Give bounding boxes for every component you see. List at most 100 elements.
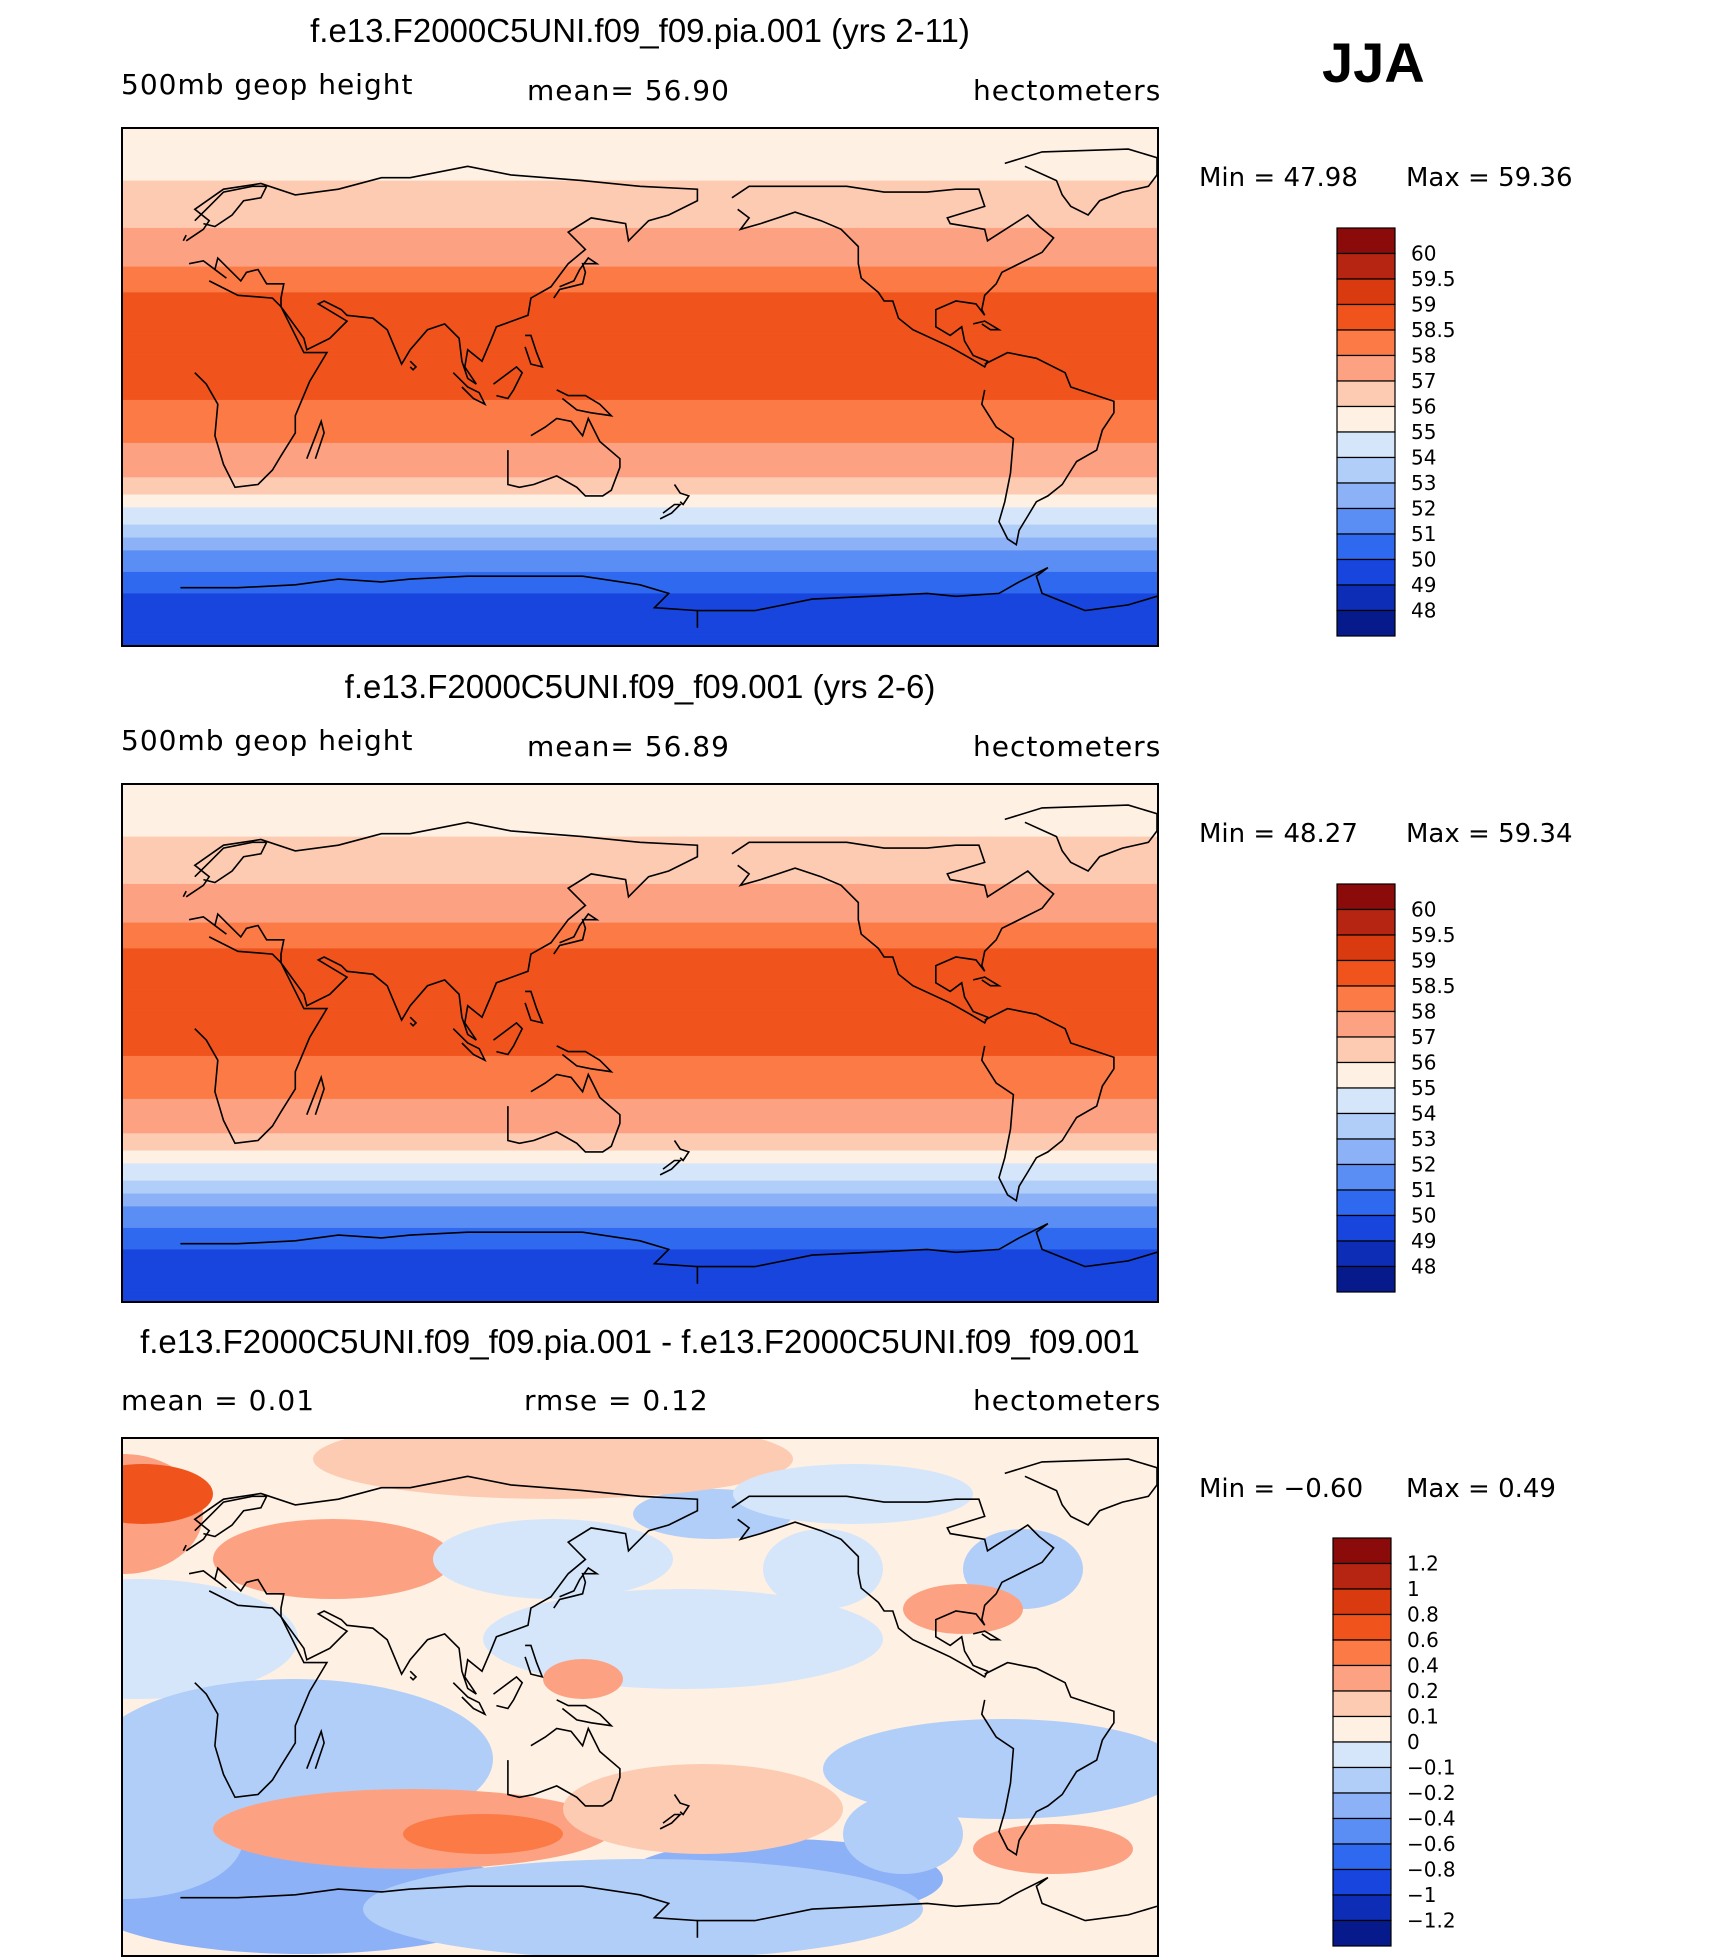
field-band bbox=[123, 614, 1157, 620]
colorbar-swatch bbox=[1332, 1690, 1392, 1718]
coastline-scandinavia bbox=[194, 841, 268, 884]
field-band bbox=[123, 550, 1157, 556]
field-band bbox=[123, 412, 1157, 418]
field-band bbox=[123, 1159, 1157, 1164]
field-band bbox=[123, 189, 1157, 195]
field-band bbox=[123, 1236, 1157, 1242]
panel-2-colorbar: 60 59.5 59 58.5 58 57 56 55 54 53 52 51 50 49 48 bbox=[1336, 883, 1497, 1300]
field-band bbox=[123, 425, 1157, 431]
field-band bbox=[123, 270, 1157, 276]
field-band bbox=[123, 361, 1157, 367]
field-band bbox=[123, 1167, 1157, 1173]
field-anomaly bbox=[403, 1814, 563, 1854]
field-band bbox=[123, 477, 1157, 483]
panel-1-max-label: Max = 59.36 bbox=[1406, 163, 1573, 193]
field-band bbox=[123, 167, 1157, 173]
coastline-britain bbox=[182, 890, 187, 898]
colorbar-swatch bbox=[1336, 1163, 1396, 1191]
field-band bbox=[123, 1137, 1157, 1143]
field-band bbox=[123, 176, 1157, 182]
colorbar-swatch bbox=[1336, 507, 1396, 535]
coastline-cuba bbox=[973, 976, 1002, 987]
field-band bbox=[123, 1111, 1157, 1117]
panel-2-units-label: hectometers bbox=[973, 730, 1162, 763]
field-band bbox=[123, 447, 1157, 453]
coastline-newguinea bbox=[556, 1045, 614, 1073]
field-band bbox=[123, 1262, 1157, 1268]
field-band bbox=[123, 1154, 1157, 1160]
field-band bbox=[123, 944, 1157, 949]
field-band bbox=[123, 1296, 1157, 1301]
colorbar-tick-label: 52 bbox=[1411, 497, 1436, 521]
field-band bbox=[123, 223, 1157, 229]
field-band bbox=[123, 275, 1157, 281]
coastline-greenland bbox=[1004, 1458, 1157, 1527]
field-band bbox=[123, 434, 1157, 440]
field-anomaly bbox=[563, 1764, 843, 1854]
field-band bbox=[123, 952, 1157, 958]
colorbar-tick-label: −0.4 bbox=[1407, 1807, 1456, 1831]
field-band bbox=[123, 969, 1157, 975]
colorbar-tick-label: −0.6 bbox=[1407, 1832, 1456, 1856]
colorbar-tick-label: 49 bbox=[1411, 1229, 1436, 1253]
panel-1-mean-label: mean= 56.90 bbox=[527, 74, 730, 107]
field-band bbox=[123, 352, 1157, 358]
colorbar-tick-label: 51 bbox=[1411, 522, 1436, 546]
panel-2-variable-label: 500mb geop height bbox=[121, 724, 414, 757]
field-band bbox=[123, 335, 1157, 341]
field-anomaly bbox=[123, 1464, 213, 1524]
coastline-sumatra bbox=[452, 1028, 487, 1062]
field-band bbox=[123, 610, 1157, 616]
colorbar-tick-label: 52 bbox=[1411, 1153, 1436, 1177]
field-band bbox=[123, 210, 1157, 216]
field-band bbox=[123, 404, 1157, 410]
field-anomaly bbox=[543, 1659, 623, 1699]
field-band bbox=[123, 494, 1157, 500]
panel-3-colorbar: 1.2 1 0.8 0.6 0.4 0.2 0.1 0 −0.1 −0.2 −0.4 −0.6 −0.8… bbox=[1332, 1537, 1493, 1954]
coastline-nz2 bbox=[659, 1159, 683, 1176]
field-band bbox=[123, 619, 1157, 625]
colorbar-swatch bbox=[1336, 482, 1396, 510]
field-band bbox=[123, 1210, 1157, 1216]
colorbar-swatch bbox=[1336, 1265, 1396, 1293]
field-band bbox=[123, 965, 1157, 971]
field-band bbox=[123, 219, 1157, 225]
field-band bbox=[123, 623, 1157, 629]
field-band bbox=[123, 202, 1157, 207]
field-band bbox=[123, 1012, 1157, 1018]
coastline-srilanka bbox=[409, 1670, 418, 1681]
coastline-madagascar bbox=[306, 1074, 325, 1115]
colorbar-swatch bbox=[1332, 1664, 1392, 1692]
coastline-africa bbox=[194, 1590, 329, 1799]
field-band bbox=[123, 468, 1157, 474]
coastline-borneo bbox=[493, 365, 524, 400]
colorbar-swatch bbox=[1336, 405, 1396, 433]
field-band bbox=[123, 490, 1157, 496]
field-anomaly bbox=[363, 1859, 923, 1955]
field-band bbox=[123, 313, 1157, 319]
colorbar-swatch bbox=[1336, 380, 1396, 408]
field-band bbox=[123, 1107, 1157, 1113]
field-band bbox=[123, 901, 1157, 906]
colorbar-tick-label: 60 bbox=[1411, 242, 1436, 266]
field-anomaly bbox=[843, 1794, 963, 1874]
colorbar-swatch bbox=[1336, 227, 1396, 255]
panel-1-min-label: Min = 47.98 bbox=[1199, 163, 1358, 193]
coastlines bbox=[180, 1458, 1157, 1938]
field-band bbox=[123, 1038, 1157, 1044]
panel-2-map bbox=[121, 783, 1159, 1303]
colorbar-tick-label: 55 bbox=[1411, 1076, 1436, 1100]
field-band bbox=[123, 344, 1157, 349]
field-band bbox=[123, 632, 1157, 637]
colorbar-swatch bbox=[1336, 1010, 1396, 1038]
field-band bbox=[123, 918, 1157, 924]
panel-3-mean-label: mean = 0.01 bbox=[121, 1384, 316, 1417]
field-band bbox=[123, 1219, 1157, 1225]
field-band bbox=[123, 862, 1157, 868]
field-band bbox=[123, 1245, 1157, 1250]
field-band bbox=[123, 1008, 1157, 1014]
field-anomaly bbox=[313, 1439, 793, 1499]
colorbar-tick-label: 59 bbox=[1411, 949, 1436, 973]
field-band bbox=[123, 1025, 1157, 1031]
colorbar-swatch bbox=[1332, 1741, 1392, 1769]
